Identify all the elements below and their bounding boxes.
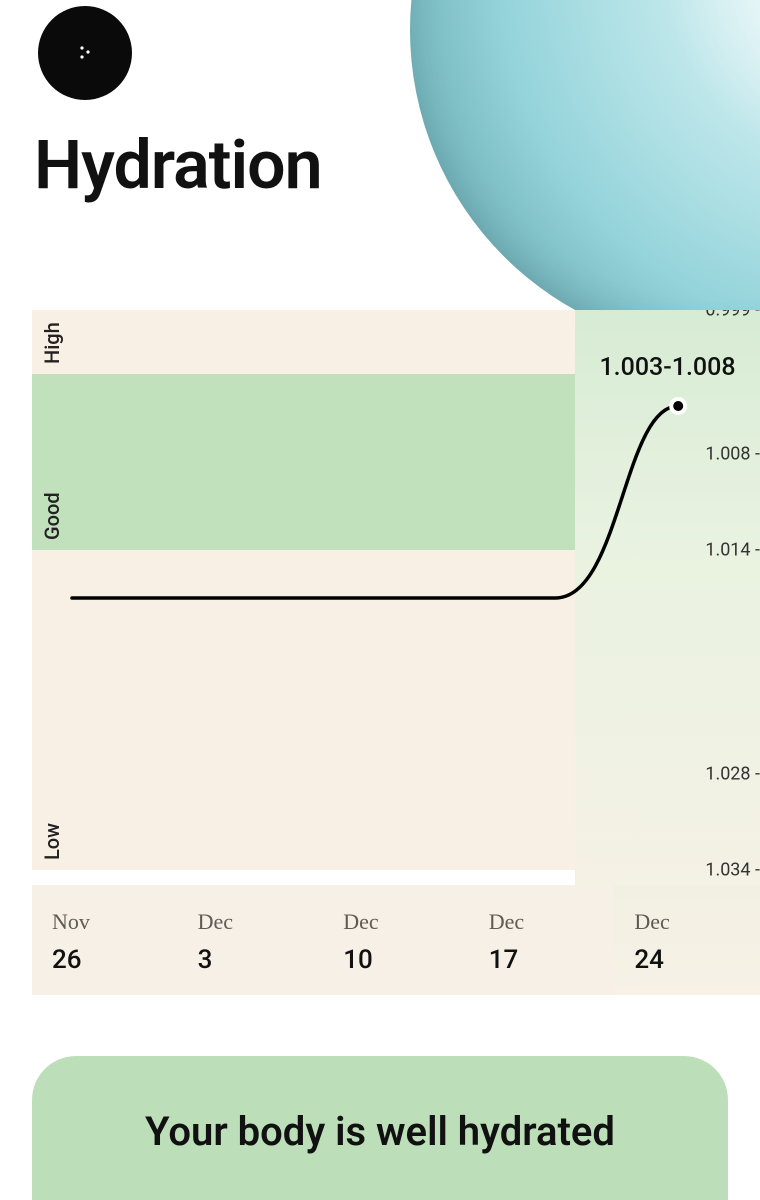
- x-tick-day: 3: [198, 945, 324, 975]
- x-tick: Nov 26: [32, 885, 178, 995]
- x-tick: Dec 17: [469, 885, 615, 995]
- menu-dots-icon: [70, 38, 100, 68]
- x-tick: Dec 10: [323, 885, 469, 995]
- menu-button[interactable]: [38, 6, 132, 100]
- x-tick-month: Dec: [634, 909, 760, 935]
- x-tick-month: Dec: [198, 909, 324, 935]
- x-tick: Dec 24: [614, 885, 760, 995]
- x-tick-day: 10: [343, 945, 469, 975]
- x-tick-day: 24: [634, 945, 760, 975]
- x-tick-month: Dec: [489, 909, 615, 935]
- summary-card-title: Your body is well hydrated: [32, 1108, 728, 1155]
- header: Hydration: [0, 0, 760, 310]
- summary-card: Your body is well hydrated: [32, 1056, 728, 1200]
- x-tick-day: 26: [52, 945, 178, 975]
- hero-orb-graphic: [410, 0, 760, 310]
- chart-line: [32, 310, 712, 870]
- x-tick: Dec 3: [178, 885, 324, 995]
- x-tick-month: Nov: [52, 909, 178, 935]
- page-title: Hydration: [34, 125, 322, 205]
- hydration-chart: 1.003-1.008 HighGoodLow Nov26Dec3Dec10De…: [0, 310, 760, 1010]
- x-tick-day: 17: [489, 945, 615, 975]
- chart-x-axis: Nov 26 Dec 3 Dec 10 Dec 17 Dec 24: [32, 885, 760, 995]
- x-tick-month: Dec: [343, 909, 469, 935]
